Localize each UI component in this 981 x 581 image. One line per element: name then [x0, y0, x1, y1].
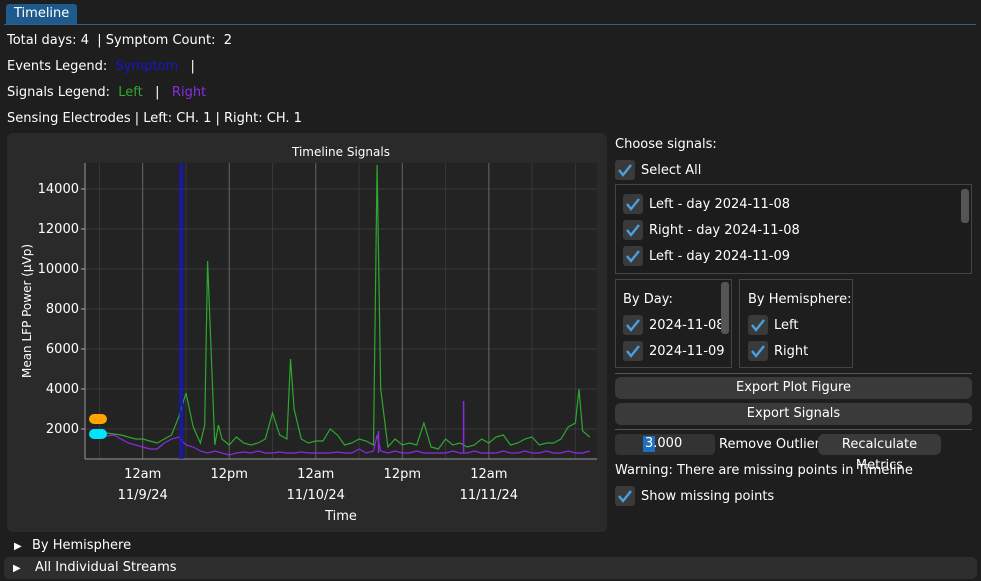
y-tick-label: 8000	[46, 302, 79, 317]
plot-area	[85, 163, 597, 459]
events-legend-label: Events Legend:	[7, 59, 108, 74]
hemisphere-checkbox-right[interactable]	[748, 341, 768, 361]
x-tick-label: 12pm	[210, 467, 247, 482]
x-tick-date-label: 11/10/24	[287, 488, 345, 503]
chart-title: Timeline Signals	[291, 145, 390, 159]
signal-checkbox-3[interactable]	[623, 246, 643, 266]
day-checkbox-2[interactable]	[623, 341, 643, 361]
by-hemisphere-title: By Hemisphere:	[748, 292, 852, 307]
series-line-right	[92, 434, 590, 456]
x-axis-label: Time	[324, 509, 357, 524]
signals-legend-right: Right	[171, 85, 207, 100]
outlier-threshold-value: 3.000	[645, 436, 683, 451]
y-tick-label: 6000	[46, 342, 79, 357]
x-tick-label: 12am	[124, 467, 161, 482]
signals-legend-left: Left	[118, 85, 143, 100]
hemisphere-item-right[interactable]: Right	[774, 344, 809, 359]
all-streams-section[interactable]: ▶ All Individual Streams	[4, 557, 977, 579]
total-days-label: Total days:	[7, 33, 77, 48]
x-tick-label: 12am	[470, 467, 507, 482]
export-plot-button[interactable]: Export Plot Figure	[615, 377, 972, 399]
by-day-title: By Day:	[623, 292, 673, 307]
signal-list[interactable]: Left - day 2024-11-08 Right - day 2024-1…	[615, 184, 972, 274]
y-tick-label: 2000	[46, 422, 79, 437]
signal-checkbox-2[interactable]	[623, 220, 643, 240]
missing-points-warning: Warning: There are missing points in Tim…	[615, 463, 913, 478]
total-days-value: 4	[80, 33, 89, 48]
timeline-chart[interactable]: Timeline Signals 2000 4000 6000 8000 10000 120…	[7, 133, 607, 532]
by-hemisphere-section-label: By Hemisphere	[32, 538, 132, 553]
y-tick-label: 4000	[46, 382, 79, 397]
hemisphere-checkbox-left[interactable]	[748, 315, 768, 335]
hemisphere-item-left[interactable]: Left	[774, 318, 799, 333]
all-streams-section-label: All Individual Streams	[35, 560, 177, 575]
day-item-1[interactable]: 2024-11-08	[649, 318, 725, 333]
tab-timeline[interactable]: Timeline	[6, 4, 78, 24]
x-tick-label: 12am	[297, 467, 334, 482]
sensing-electrodes: Sensing Electrodes | Left: CH. 1 | Right…	[7, 111, 302, 126]
by-day-scrollbar[interactable]	[721, 282, 729, 334]
recalculate-metrics-button[interactable]: Recalculate Metrics	[818, 434, 941, 473]
x-tick-date-label: 11/11/24	[460, 488, 518, 503]
events-legend-symptom: Symptom	[115, 59, 179, 74]
tab-bar: Timeline	[4, 4, 976, 25]
y-tick-label: 12000	[38, 222, 79, 237]
divider	[615, 373, 972, 374]
expand-arrow-icon: ▶	[13, 563, 21, 574]
y-tick-label: 14000	[38, 182, 79, 197]
signal-item-2[interactable]: Right - day 2024-11-08	[649, 223, 800, 238]
right-start-marker	[89, 429, 107, 439]
events-legend: Events Legend: Symptom |	[7, 59, 195, 74]
day-item-2[interactable]: 2024-11-09	[649, 344, 725, 359]
day-checkbox-1[interactable]	[623, 315, 643, 335]
select-all-checkbox[interactable]	[615, 160, 635, 180]
signal-list-scrollbar[interactable]	[961, 189, 969, 223]
series-line-left	[91, 164, 591, 450]
symptom-count-value: 2	[223, 33, 233, 48]
symptom-count-label: | Symptom Count:	[97, 33, 216, 48]
signals-legend-label: Signals Legend:	[7, 85, 110, 100]
choose-signals-label: Choose signals:	[615, 137, 717, 152]
export-signals-button[interactable]: Export Signals	[615, 403, 972, 425]
events-legend-separator: |	[190, 59, 195, 74]
select-all-label: Select All	[641, 163, 702, 178]
show-missing-label: Show missing points	[641, 489, 775, 504]
divider	[615, 429, 972, 430]
signal-item-1[interactable]: Left - day 2024-11-08	[649, 197, 791, 212]
by-hemisphere-section[interactable]: ▶ By Hemisphere	[7, 538, 131, 553]
text-cursor	[643, 436, 655, 452]
by-hemisphere-group: By Hemisphere: Left Right	[739, 279, 853, 368]
expand-arrow-icon: ▶	[14, 541, 22, 552]
signal-checkbox-1[interactable]	[623, 194, 643, 214]
remove-outlier-label: Remove Outlier	[719, 437, 821, 452]
show-missing-checkbox[interactable]	[615, 486, 635, 506]
y-axis-label: Mean LFP Power (µVp)	[20, 244, 34, 378]
outlier-threshold-input[interactable]: 3.000	[615, 434, 715, 455]
summary-line: Total days: 4 | Symptom Count: 2	[7, 33, 232, 48]
left-start-marker	[89, 414, 107, 424]
signal-item-3[interactable]: Left - day 2024-11-09	[649, 249, 791, 264]
signals-legend-separator: |	[155, 85, 160, 100]
x-tick-label: 12pm	[384, 467, 421, 482]
y-tick-label: 10000	[38, 262, 79, 277]
x-tick-date-label: 11/9/24	[118, 488, 168, 503]
by-day-group: By Day: 2024-11-08 2024-11-09	[615, 279, 732, 368]
signals-legend: Signals Legend: Left | Right	[7, 85, 206, 100]
timeline-plot-panel: Timeline Signals 2000 4000 6000 8000 10000 120…	[7, 133, 607, 532]
